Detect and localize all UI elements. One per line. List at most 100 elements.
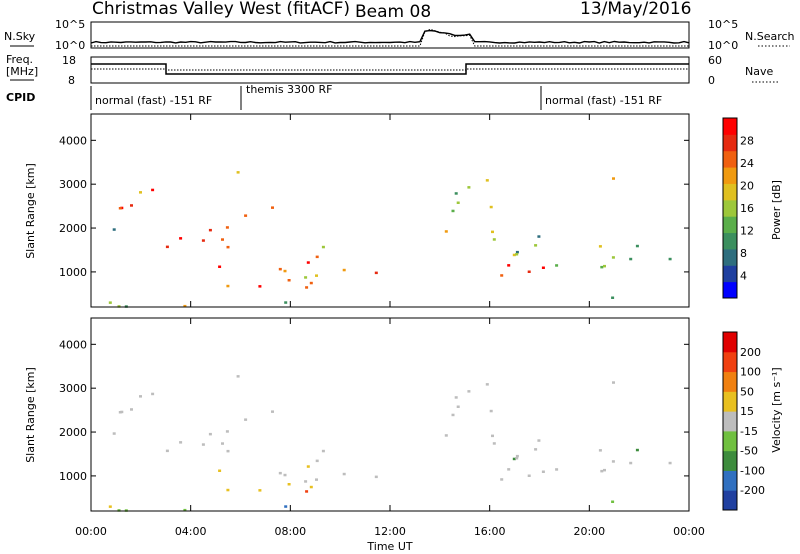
- velocity-cell: [515, 457, 519, 460]
- power-cell: [117, 305, 121, 308]
- power-cell: [179, 237, 183, 240]
- power-cell: [284, 301, 288, 304]
- velocity-cell: [629, 461, 633, 465]
- power-cell: [668, 257, 672, 261]
- colorbar-tick-label: -100: [740, 464, 765, 477]
- nsearch-trace: [91, 28, 689, 47]
- power-cell: [236, 171, 240, 174]
- velocity-cell: [451, 413, 455, 417]
- colorbar-tick-label: 16: [740, 202, 754, 215]
- power-cell: [534, 244, 538, 247]
- power-cell: [635, 244, 639, 248]
- power-y-ticks: 1000 2000 3000 4000: [59, 134, 689, 279]
- power-cell: [600, 265, 604, 269]
- colorbar-swatch: [723, 332, 737, 353]
- power-cell: [555, 264, 559, 267]
- power-cell: [108, 301, 112, 304]
- velocity-cell: [151, 392, 155, 396]
- power-cell: [201, 239, 205, 242]
- colorbar-swatch: [723, 430, 737, 452]
- colorbar-swatch: [723, 199, 737, 217]
- y-tick-label: 3000: [59, 382, 87, 395]
- velocity-cell: [315, 459, 319, 463]
- power-cell: [315, 274, 318, 277]
- colorbar-swatch: [723, 450, 737, 471]
- colorbar-swatch: [723, 167, 737, 184]
- colorbar-swatch: [723, 216, 737, 234]
- power-cell: [305, 286, 309, 289]
- cpid-segment-3: normal (fast) -151 RF: [545, 94, 662, 107]
- velocity-cell: [467, 390, 471, 393]
- colorbar-tick-label: 50: [740, 385, 754, 398]
- colorbar-tick-label: 15: [740, 405, 754, 418]
- nave-tick-high: 60: [708, 54, 722, 67]
- velocity-cell: [108, 505, 112, 508]
- power-cell: [258, 285, 262, 288]
- velocity-cell: [244, 418, 248, 421]
- power-panel-frame: [90, 113, 690, 308]
- power-cell: [183, 304, 187, 308]
- velocity-cell: [598, 449, 602, 452]
- y-tick-label: 1000: [59, 266, 87, 279]
- velocity-cell: [315, 478, 318, 481]
- power-cell: [271, 206, 274, 209]
- power-cell: [306, 261, 310, 264]
- velocity-panel-frame: [90, 317, 690, 512]
- velocity-y-label: Slant Range [km]: [24, 367, 37, 463]
- velocity-y-ticks: 1000 2000 3000 4000: [59, 338, 689, 483]
- velocity-cell: [534, 448, 538, 451]
- power-cell: [527, 270, 531, 273]
- power-cell: [467, 186, 471, 189]
- nsky-tick-low: 10^0: [55, 39, 85, 52]
- velocity-cell: [491, 434, 494, 438]
- velocity-cell: [236, 375, 240, 378]
- power-cell: [139, 191, 142, 194]
- power-cell: [283, 269, 287, 273]
- velocity-cell: [287, 483, 291, 486]
- colorbar-swatch: [723, 490, 737, 511]
- velocity-cell: [600, 469, 604, 473]
- nsky-label: N.Sky: [4, 30, 36, 43]
- power-cell: [456, 201, 460, 204]
- velocity-cell: [444, 434, 448, 437]
- velocity-cell: [165, 449, 169, 453]
- velocity-cell: [454, 396, 458, 399]
- velocity-cell: [284, 505, 288, 508]
- nave-label: Nave: [745, 65, 773, 78]
- power-cell: [454, 192, 458, 195]
- x-tick-label: 04:00: [175, 525, 207, 538]
- power-cell: [165, 245, 169, 249]
- colorbar-swatch: [723, 281, 737, 299]
- cpid-segment-1: normal (fast) -151 RF: [95, 94, 212, 107]
- nsearch-tick-high: 10^5: [708, 18, 738, 31]
- velocity-cell: [226, 488, 230, 492]
- power-cell: [612, 177, 615, 180]
- date-label: 13/May/2016: [580, 0, 692, 19]
- power-cell: [515, 250, 519, 254]
- colorbar-swatch: [723, 232, 737, 250]
- power-cell: [118, 207, 122, 210]
- y-tick-label: 1000: [59, 470, 87, 483]
- velocity-colorbar-label: Velocity [m s⁻¹]: [770, 367, 783, 452]
- x-axis-label: Time UT: [366, 540, 412, 553]
- colorbar-tick-label: 200: [740, 346, 761, 359]
- freq-panel: Freq. [MHz] 18 8 60 0 Nave: [6, 53, 780, 87]
- colorbar-tick-label: -50: [740, 445, 758, 458]
- cpid-segment-2: themis 3300 RF: [246, 83, 333, 96]
- colorbar-swatch: [723, 183, 737, 201]
- power-cell: [507, 264, 511, 267]
- power-cell: [278, 267, 282, 271]
- velocity-cell: [183, 508, 187, 512]
- velocity-cell: [139, 395, 142, 398]
- power-cell: [489, 205, 493, 209]
- colorbar-swatch: [723, 470, 737, 491]
- velocity-cell: [456, 405, 460, 408]
- power-cell: [226, 245, 230, 249]
- velocity-cell: [668, 461, 672, 465]
- y-tick-label: 2000: [59, 222, 87, 235]
- colorbar-swatch: [723, 351, 737, 373]
- x-tick-label: 00:00: [673, 525, 705, 538]
- colorbar-swatch: [723, 150, 737, 168]
- power-cell: [112, 228, 116, 231]
- y-tick-label: 2000: [59, 426, 87, 439]
